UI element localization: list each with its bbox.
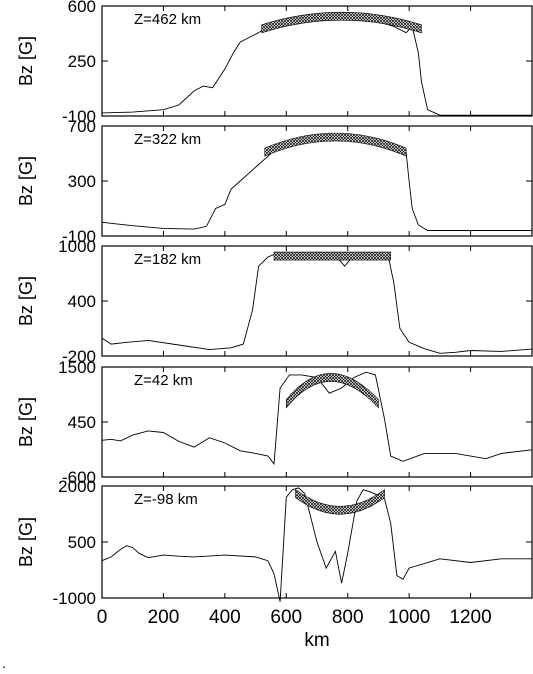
fit-band: [261, 11, 422, 34]
x-tick-label: 600: [270, 607, 302, 628]
y-tick-label: 2000: [58, 477, 96, 496]
y-tick-label: 400: [68, 292, 96, 311]
y-axis-label: Bz [G]: [16, 276, 36, 326]
y-axis-label: Bz [G]: [16, 397, 36, 447]
y-axis-label: Bz [G]: [16, 36, 36, 86]
panel-3: -200 400 1000 Bz [G] Z=182 km: [16, 237, 533, 366]
panel-1: -100 250 600 Bz [G] Z=462 km: [16, 0, 533, 126]
fit-band: [264, 132, 407, 157]
y-tick-label: 500: [68, 533, 96, 552]
y-axis-label: Bz [G]: [16, 517, 36, 567]
y-tick-label: -1000: [53, 589, 96, 608]
x-tick-label: 1000: [388, 607, 430, 628]
height-annotation: Z=322 km: [134, 131, 201, 148]
x-tick-label: 0: [97, 607, 108, 628]
bz-profile-line: [101, 487, 532, 602]
x-tick-label: 400: [209, 607, 241, 628]
y-tick-label: 250: [68, 52, 96, 71]
y-tick-label: 450: [68, 413, 96, 432]
panel-2: -100 300 700 Bz [G] Z=322 km: [16, 117, 533, 246]
y-tick-label: 300: [68, 172, 96, 191]
height-annotation: Z=-98 km: [134, 491, 198, 508]
height-annotation: Z=462 km: [134, 11, 201, 28]
bz-profile-line: [101, 14, 532, 116]
x-tick-label: 1200: [449, 607, 491, 628]
y-tick-label: 700: [68, 117, 96, 136]
y-tick-label: 1000: [58, 237, 96, 256]
bz-profile-line: [101, 133, 532, 231]
y-tick-label: 1500: [58, 358, 96, 377]
y-tick-label: -100: [62, 107, 96, 126]
x-tick-label: 800: [332, 607, 364, 628]
fit-band: [273, 251, 392, 261]
fit-band: [285, 373, 379, 409]
x-axis-label: km: [304, 630, 329, 651]
footnote: .: [2, 655, 6, 671]
y-tick-label: 600: [68, 0, 96, 16]
bz-profile-line: [101, 371, 533, 466]
y-axis-label: Bz [G]: [16, 156, 36, 206]
panel-5: -1000 500 2000 Bz [G] Z=-98 km 0 200 400 600 800 1…: [16, 477, 533, 651]
y-tick-label: -100: [62, 227, 96, 246]
y-tick-label: -600: [62, 468, 96, 487]
height-annotation: Z=182 km: [134, 251, 201, 268]
x-tick-label: 200: [148, 607, 180, 628]
fit-band: [295, 488, 385, 515]
height-annotation: Z=42 km: [134, 372, 193, 389]
y-tick-label: -200: [62, 347, 96, 366]
panel-4: -600 450 1500 Bz [G] Z=42 km: [16, 358, 533, 487]
